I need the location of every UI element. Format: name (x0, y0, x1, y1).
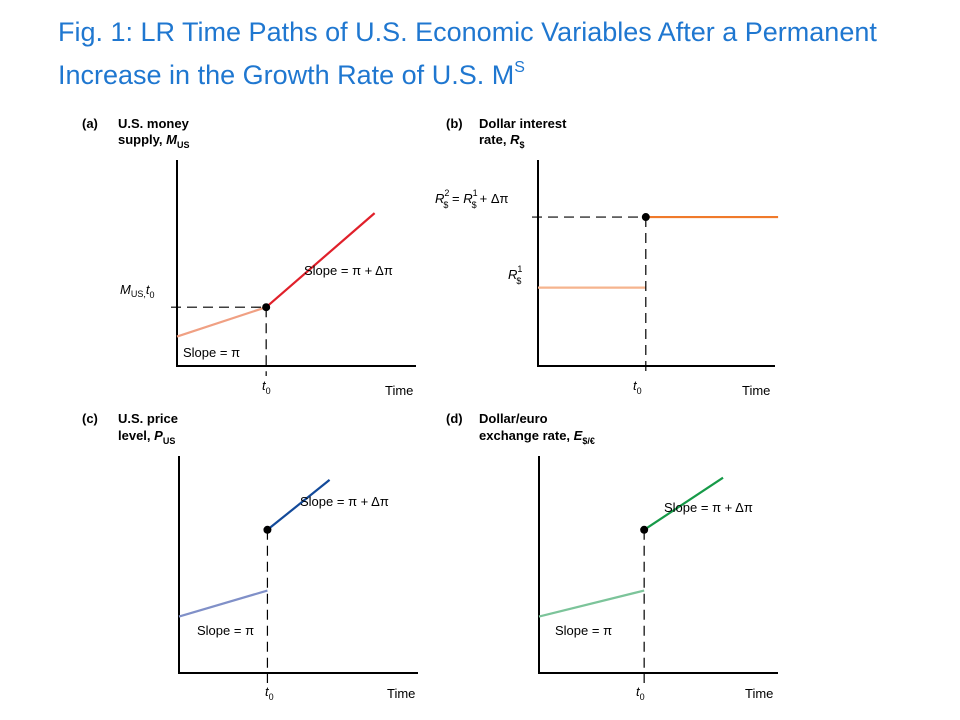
panel-b-title-line1: Dollar interest (479, 116, 567, 131)
panel-b-jump-dot (641, 213, 650, 222)
panel-d: (d) Dollar/euro exchange rate, E$/€ Slop… (446, 411, 778, 702)
panel-a-y-tick-sub: US, (131, 289, 146, 299)
panel-b-r1-sup: 1 (517, 264, 522, 274)
panel-b-x-axis-label: Time (742, 383, 770, 398)
panel-d-var-symbol: E (574, 428, 583, 443)
panel-a-x-tick-label: t0 (262, 378, 271, 396)
panel-b-r1-sub: $ (516, 276, 521, 286)
slide-title-text: Fig. 1: LR Time Paths of U.S. Economic V… (58, 17, 877, 90)
panel-b-r2-sub: $ (443, 200, 448, 210)
panel-c-title-line1: U.S. price (118, 411, 178, 426)
panel-b-r1-sub-inline: $ (472, 200, 477, 210)
panel-c-var-symbol: P (154, 428, 163, 443)
panel-a-title-line2: supply, MUS (118, 132, 190, 150)
panel-b-r1-sym-inline: R (463, 191, 472, 206)
panel-d-title-line1: Dollar/euro (479, 411, 548, 426)
panel-c-x-tick-t: t (265, 684, 270, 699)
panel-b-x-tick-label: t0 (633, 378, 642, 396)
panel-a-x-axis-label: Time (385, 383, 413, 398)
panel-b-label: (b) (446, 116, 463, 131)
panel-a-label: (a) (82, 116, 98, 131)
panel-a-y-tick-label: MUS,t0 (120, 282, 155, 300)
panel-a-title-line2-text: supply, (118, 132, 163, 147)
panel-c-jump-dot (263, 525, 272, 534)
panel-b-r2-sup: 2 (444, 188, 449, 198)
panel-d-title-line2: exchange rate, E$/€ (479, 428, 595, 446)
panel-d-x-tick-t: t (636, 684, 641, 699)
panel-a-jump-dot (262, 303, 271, 312)
panel-c: (c) U.S. price level, PUS Slope = π + Δπ… (82, 411, 418, 702)
panel-d-segment-before (538, 589, 645, 618)
panel-b-x-tick-t: t (633, 378, 638, 393)
panel-b-r1-label: R1 $ (508, 264, 522, 286)
panel-b: (b) Dollar interest rate, R$ R2 $ = R1 $ + … (435, 116, 779, 398)
panel-d-x-tick-sub: 0 (640, 692, 645, 702)
panel-a-y-tick-sym: M (120, 282, 131, 297)
panel-a-segment-after (265, 212, 376, 309)
panel-c-title-line2: level, PUS (118, 428, 175, 446)
panel-d-jump-dot (640, 525, 649, 534)
panel-c-title-line2-text: level, (118, 428, 151, 443)
panel-b-r2-sym: R (435, 191, 444, 206)
panel-a-var-sub: US (177, 140, 190, 150)
panel-a-x-tick-t: t (262, 378, 267, 393)
panel-b-var-symbol: R (510, 132, 520, 147)
panel-c-slope-before-label: Slope = π (197, 623, 254, 638)
panel-b-var-sub: $ (519, 140, 524, 150)
panel-a-y-tick-t-sub: 0 (149, 290, 154, 300)
panel-d-slope-before-label: Slope = π (555, 623, 612, 638)
panel-b-r1-sup-inline: 1 (473, 188, 478, 198)
panel-a-y-tick-t: t (146, 282, 151, 297)
panel-c-var-sub: US (163, 436, 176, 446)
panel-c-x-axis-label: Time (387, 686, 415, 701)
panel-b-title-line2: rate, R$ (479, 132, 525, 150)
panel-d-label: (d) (446, 411, 463, 426)
panel-b-r2-label: R2 $ = R1 $ + Δπ (435, 188, 509, 210)
panel-a: (a) U.S. money supply, MUS MUS,t0 Slope … (82, 116, 416, 398)
panel-c-x-tick-label: t0 (265, 684, 274, 702)
panel-a-slope-before-label: Slope = π (183, 345, 240, 360)
panel-c-x-tick-sub: 0 (269, 692, 274, 702)
panel-a-title-line1: U.S. money (118, 116, 190, 131)
panel-a-var-symbol: M (166, 132, 178, 147)
panel-c-segment-before (178, 589, 268, 618)
panel-a-slope-after-label: Slope = π + Δπ (304, 263, 393, 278)
panel-d-x-axis-label: Time (745, 686, 773, 701)
slide-title-superscript: S (514, 59, 525, 76)
slide-title: Fig. 1: LR Time Paths of U.S. Economic V… (58, 14, 938, 94)
panel-d-var-sub: $/€ (582, 436, 595, 446)
panel-b-r2-rhs: + Δπ (480, 191, 509, 206)
panel-c-label: (c) (82, 411, 98, 426)
panel-d-x-tick-label: t0 (636, 684, 645, 702)
panel-d-title-line2-text: exchange rate, (479, 428, 570, 443)
panel-c-segment-after (266, 479, 331, 531)
panel-a-segment-before (176, 306, 267, 338)
panel-a-x-tick-sub: 0 (266, 386, 271, 396)
panel-b-x-tick-sub: 0 (637, 386, 642, 396)
panel-c-slope-after-label: Slope = π + Δπ (300, 494, 389, 509)
panel-d-segment-after (643, 476, 724, 531)
panel-b-r1-sym: R (508, 267, 517, 282)
panel-d-slope-after-label: Slope = π + Δπ (664, 500, 753, 515)
panel-b-title-line2-text: rate, (479, 132, 506, 147)
